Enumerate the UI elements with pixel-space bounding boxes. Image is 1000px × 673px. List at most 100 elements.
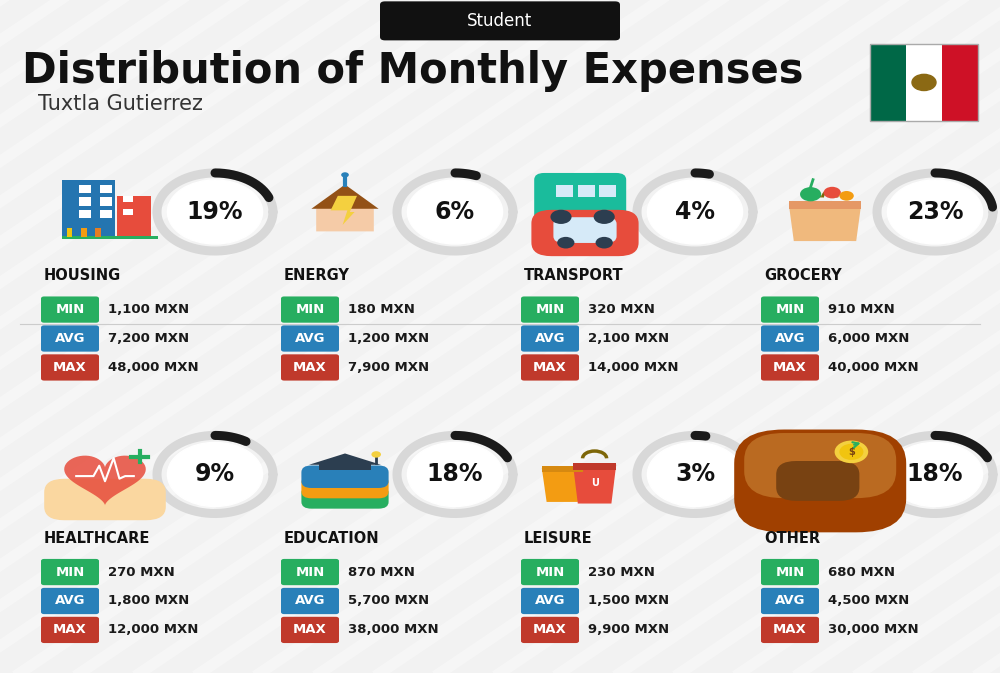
Text: Student: Student xyxy=(467,12,533,30)
Text: ENERGY: ENERGY xyxy=(284,269,350,283)
FancyBboxPatch shape xyxy=(761,559,819,586)
Text: HEALTHCARE: HEALTHCARE xyxy=(44,531,150,546)
Text: MIN: MIN xyxy=(55,303,85,316)
Text: MAX: MAX xyxy=(293,623,327,637)
FancyBboxPatch shape xyxy=(744,433,896,498)
FancyBboxPatch shape xyxy=(761,588,819,614)
FancyBboxPatch shape xyxy=(281,296,339,322)
Bar xyxy=(123,209,133,215)
Text: MAX: MAX xyxy=(53,623,87,637)
FancyBboxPatch shape xyxy=(761,325,819,351)
Circle shape xyxy=(407,442,503,507)
Bar xyxy=(556,184,573,197)
FancyBboxPatch shape xyxy=(521,296,579,322)
Text: 12,000 MXN: 12,000 MXN xyxy=(108,623,198,637)
Bar xyxy=(573,462,616,470)
Circle shape xyxy=(557,237,574,248)
Polygon shape xyxy=(573,465,616,503)
Circle shape xyxy=(835,441,868,463)
FancyBboxPatch shape xyxy=(380,1,620,40)
Circle shape xyxy=(647,180,743,244)
Polygon shape xyxy=(316,189,374,232)
Bar xyxy=(578,184,595,197)
Bar xyxy=(100,211,112,219)
FancyBboxPatch shape xyxy=(281,325,339,351)
Bar xyxy=(542,466,583,472)
Text: AVG: AVG xyxy=(55,332,85,345)
FancyBboxPatch shape xyxy=(534,173,626,222)
Text: MAX: MAX xyxy=(533,623,567,637)
Text: EDUCATION: EDUCATION xyxy=(284,531,380,546)
Text: 23%: 23% xyxy=(907,200,963,224)
Text: HOUSING: HOUSING xyxy=(44,269,121,283)
Text: 18%: 18% xyxy=(427,462,483,487)
FancyBboxPatch shape xyxy=(281,559,339,586)
Text: AVG: AVG xyxy=(295,332,325,345)
Bar xyxy=(79,197,91,205)
Bar xyxy=(62,180,115,238)
Text: 3%: 3% xyxy=(675,462,715,487)
Text: AVG: AVG xyxy=(535,332,565,345)
Text: Tuxtla Gutierrez: Tuxtla Gutierrez xyxy=(38,94,203,114)
FancyBboxPatch shape xyxy=(521,588,579,614)
Text: 7,900 MXN: 7,900 MXN xyxy=(348,361,429,374)
Text: 30,000 MXN: 30,000 MXN xyxy=(828,623,919,637)
Bar xyxy=(79,211,91,219)
Text: 48,000 MXN: 48,000 MXN xyxy=(108,361,199,374)
Text: MAX: MAX xyxy=(773,361,807,374)
FancyBboxPatch shape xyxy=(301,486,389,509)
Circle shape xyxy=(167,180,263,244)
Circle shape xyxy=(594,210,615,224)
Bar xyxy=(123,196,133,203)
FancyBboxPatch shape xyxy=(41,617,99,643)
FancyBboxPatch shape xyxy=(761,354,819,380)
Circle shape xyxy=(887,442,983,507)
FancyBboxPatch shape xyxy=(281,354,339,380)
Text: 230 MXN: 230 MXN xyxy=(588,565,655,579)
Text: 1,100 MXN: 1,100 MXN xyxy=(108,303,189,316)
Text: MIN: MIN xyxy=(295,303,325,316)
Text: 1,800 MXN: 1,800 MXN xyxy=(108,594,189,608)
Text: MAX: MAX xyxy=(533,361,567,374)
Text: 910 MXN: 910 MXN xyxy=(828,303,895,316)
Bar xyxy=(319,462,371,470)
Circle shape xyxy=(596,237,613,248)
Polygon shape xyxy=(331,196,357,225)
Polygon shape xyxy=(542,468,583,502)
Text: MIN: MIN xyxy=(775,565,805,579)
Text: MAX: MAX xyxy=(773,623,807,637)
Text: 14,000 MXN: 14,000 MXN xyxy=(588,361,679,374)
Bar xyxy=(81,227,87,237)
Text: 2,100 MXN: 2,100 MXN xyxy=(588,332,669,345)
FancyBboxPatch shape xyxy=(44,479,166,520)
Bar xyxy=(67,227,72,237)
Text: 1,200 MXN: 1,200 MXN xyxy=(348,332,429,345)
Text: 6,000 MXN: 6,000 MXN xyxy=(828,332,909,345)
Text: GROCERY: GROCERY xyxy=(764,269,842,283)
FancyBboxPatch shape xyxy=(41,559,99,586)
FancyBboxPatch shape xyxy=(41,325,99,351)
Text: MIN: MIN xyxy=(535,565,565,579)
Bar xyxy=(95,227,101,237)
FancyBboxPatch shape xyxy=(553,217,617,243)
Bar xyxy=(870,44,978,121)
Text: 320 MXN: 320 MXN xyxy=(588,303,655,316)
FancyBboxPatch shape xyxy=(531,210,639,256)
Text: 19%: 19% xyxy=(187,200,243,224)
Text: AVG: AVG xyxy=(775,332,805,345)
FancyBboxPatch shape xyxy=(41,588,99,614)
Text: 18%: 18% xyxy=(907,462,963,487)
Text: AVG: AVG xyxy=(55,594,85,608)
Text: LEISURE: LEISURE xyxy=(524,531,593,546)
Text: OTHER: OTHER xyxy=(764,531,820,546)
Polygon shape xyxy=(309,454,381,465)
Text: MIN: MIN xyxy=(775,303,805,316)
Text: 9,900 MXN: 9,900 MXN xyxy=(588,623,669,637)
FancyBboxPatch shape xyxy=(521,325,579,351)
Text: 270 MXN: 270 MXN xyxy=(108,565,175,579)
Circle shape xyxy=(912,75,936,91)
FancyBboxPatch shape xyxy=(734,429,906,532)
Circle shape xyxy=(550,210,572,224)
Circle shape xyxy=(839,191,854,201)
FancyBboxPatch shape xyxy=(521,559,579,586)
